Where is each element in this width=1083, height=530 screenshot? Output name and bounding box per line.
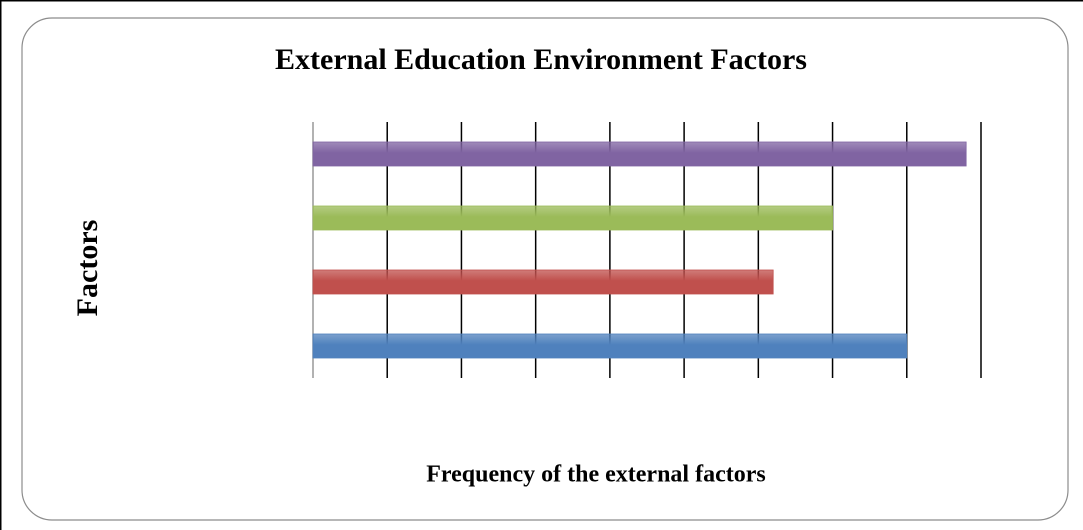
chart-area <box>21 17 1069 521</box>
bar <box>312 333 908 359</box>
chart-title: External Education Environment Factors <box>275 43 807 76</box>
x-axis-title: Frequency of the external factors <box>426 462 765 488</box>
bar <box>312 269 774 295</box>
bar <box>312 141 967 167</box>
bar <box>312 205 833 231</box>
y-axis-title: Factors <box>71 220 104 317</box>
